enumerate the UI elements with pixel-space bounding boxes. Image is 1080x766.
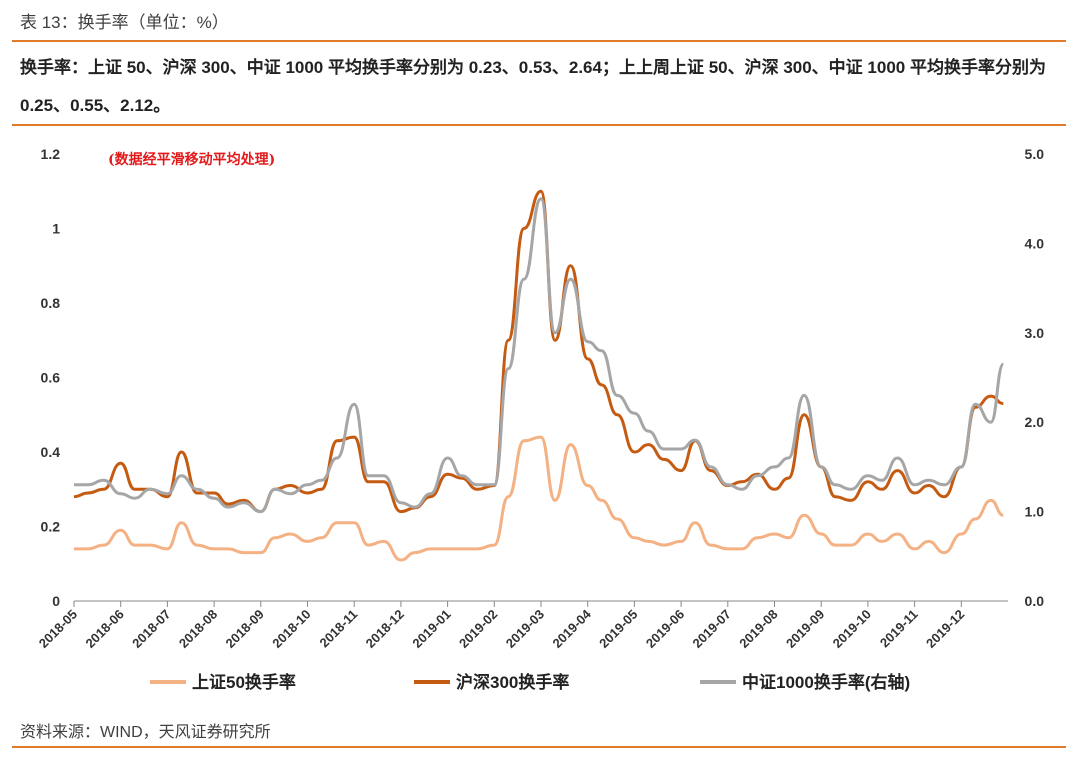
right-y-tick-label: 0.0	[1025, 593, 1045, 609]
x-tick-label: 2018-12	[363, 607, 407, 651]
x-tick-label: 2019-06	[643, 607, 687, 651]
right-y-axis: 0.0 1.0 2.0 3.0 4.0 5.0	[1025, 146, 1045, 609]
source-note: 资料来源：WIND，天风证券研究所	[20, 724, 271, 741]
right-y-tick-label: 2.0	[1025, 414, 1045, 430]
left-y-tick-label: 0.2	[41, 519, 61, 535]
x-tick-label: 2018-07	[129, 607, 173, 651]
x-tick-label: 2018-11	[316, 607, 360, 651]
x-tick-label: 2019-09	[783, 607, 827, 651]
left-y-tick-label: 1	[52, 221, 60, 237]
right-y-tick-label: 5.0	[1025, 146, 1045, 162]
series-line-3	[73, 197, 1005, 514]
x-tick-label: 2018-08	[176, 607, 220, 651]
turnover-line-chart: (数据经平滑移动平均处理) 0 0.2 0.4 0.6 0.8 1 1.2 0.0 1.0 2.…	[36, 146, 1045, 692]
x-tick-label: 2019-04	[549, 606, 594, 651]
x-tick-label: 2018-10	[269, 607, 313, 651]
x-tick-label: 2018-06	[82, 607, 126, 651]
x-tick-label: 2019-05	[596, 607, 640, 651]
left-y-tick-label: 0	[52, 593, 60, 609]
top-rule	[12, 40, 1066, 42]
mid-rule	[12, 124, 1066, 126]
chart-legend: 上证50换手率 沪深300换手率 中证1000换手率(右轴)	[150, 672, 910, 692]
series-lines	[73, 189, 1005, 562]
x-tick-label: 2018-09	[223, 607, 267, 651]
left-y-tick-label: 0.8	[41, 295, 61, 311]
series-line-1	[73, 435, 1004, 562]
legend-label-3: 中证1000换手率(右轴)	[742, 672, 910, 692]
bottom-rule	[12, 746, 1066, 748]
left-y-tick-label: 0.4	[41, 444, 61, 460]
x-tick-label: 2019-01	[409, 607, 453, 651]
left-y-tick-label: 1.2	[41, 146, 61, 162]
summary-text: 换手率：上证 50、沪深 300、中证 1000 平均换手率分别为 0.23、0…	[20, 58, 1046, 115]
left-y-axis: 0 0.2 0.4 0.6 0.8 1 1.2	[41, 146, 61, 609]
x-tick-label: 2019-03	[503, 607, 547, 651]
chart-annotation: (数据经平滑移动平均处理)	[108, 151, 275, 168]
legend-label-2: 沪深300换手率	[456, 672, 569, 692]
right-y-tick-label: 3.0	[1025, 325, 1045, 341]
x-axis-ticks: 2018-05 2018-06 2018-07 2018-08 2018-09 2018-…	[36, 601, 967, 651]
x-tick-label: 2018-05	[36, 607, 80, 651]
legend-label-1: 上证50换手率	[192, 672, 296, 692]
x-tick-label: 2019-12	[923, 607, 967, 651]
series-line-2	[73, 189, 1004, 514]
right-y-tick-label: 1.0	[1025, 504, 1045, 520]
x-tick-label: 2019-02	[456, 607, 500, 651]
right-y-tick-label: 4.0	[1025, 235, 1045, 251]
x-tick-label: 2019-08	[736, 607, 780, 651]
left-y-tick-label: 0.6	[41, 370, 61, 386]
table-title: 表 13：换手率（单位：%）	[20, 13, 229, 32]
x-tick-label: 2019-11	[877, 607, 921, 651]
x-tick-label: 2019-07	[690, 607, 734, 651]
x-tick-label: 2019-10	[830, 607, 874, 651]
